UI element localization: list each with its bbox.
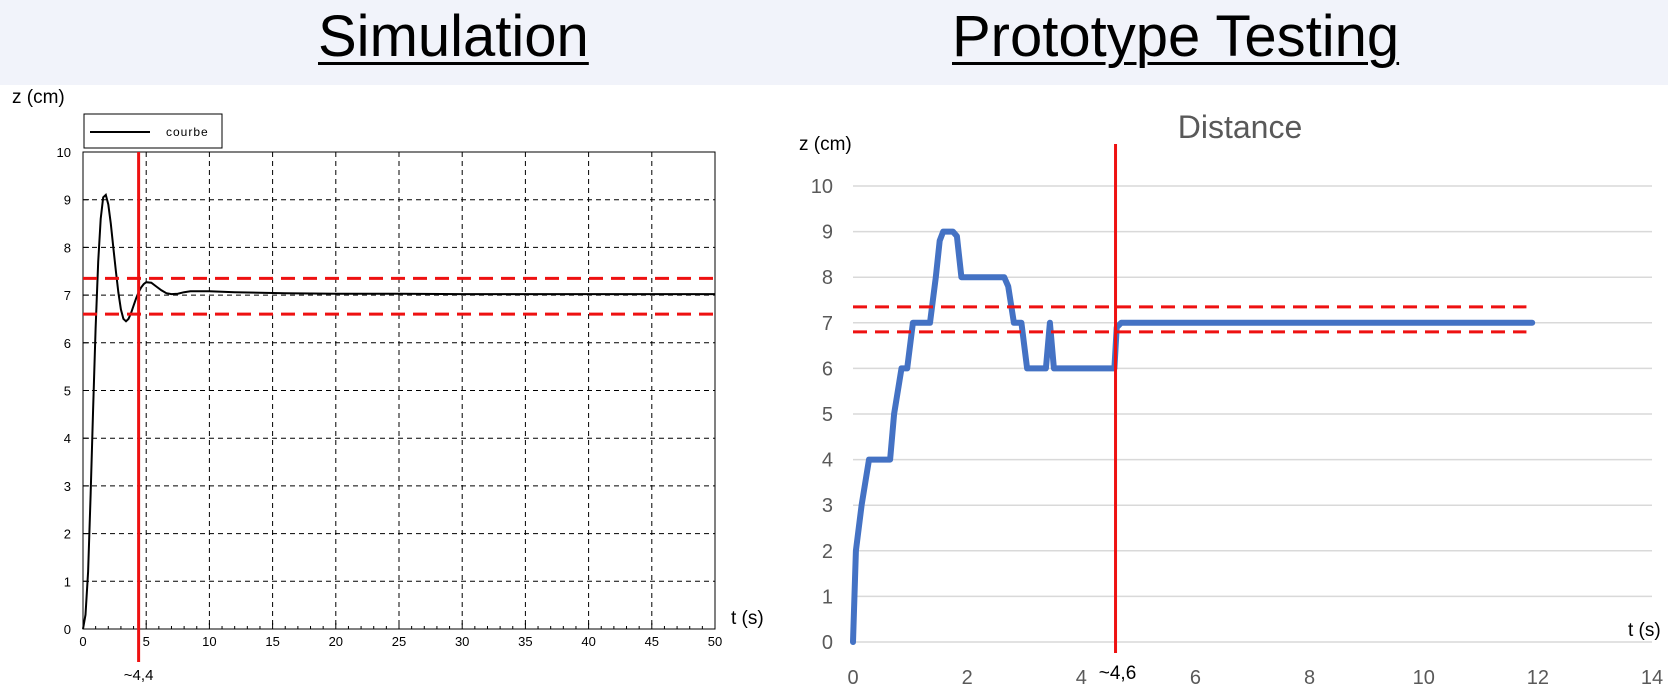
y-tick-label: 7 [64,288,71,303]
settling-time-label: ~4,4 [124,667,154,684]
y-tick-label: 8 [64,240,71,255]
y-tick-label: 0 [822,632,833,654]
x-tick-label: 5 [143,634,150,649]
y-tick-label: 6 [64,336,71,351]
prototype-testing-heading: Prototype Testing [952,4,1400,69]
y-tick-label: 10 [57,145,71,160]
y-tick-label: 1 [64,574,71,589]
y-tick-label: 6 [822,358,833,380]
x-tick-label: 10 [1413,667,1435,689]
settling-time-label: ~4,6 [1099,663,1137,684]
series-line-distance [850,228,1536,645]
x-tick-label: 20 [329,634,343,649]
y-tick-label: 9 [64,193,71,208]
y-tick-label: 5 [64,384,71,399]
y-tick-label: 5 [822,404,833,426]
simulation-grid [83,152,715,629]
x-tick-label: 40 [581,634,595,649]
x-tick-label: 8 [1304,667,1315,689]
y-tick-label: 1 [822,586,833,608]
prototype-x-axis-label: t (s) [1628,620,1661,641]
x-tick-label: 0 [847,667,858,689]
x-tick-label: 15 [265,634,279,649]
simulation-heading: Simulation [318,4,589,69]
prototype-grid [853,185,1652,643]
simulation-y-axis-label: z (cm) [12,87,65,108]
y-tick-label: 2 [64,527,71,542]
title-banner [0,0,1668,85]
x-tick-label: 12 [1527,667,1549,689]
x-tick-label: 10 [202,634,216,649]
y-tick-label: 7 [822,313,833,335]
y-tick-label: 10 [811,176,833,198]
y-tick-label: 0 [64,622,71,637]
simulation-legend: courbe [83,113,223,149]
x-tick-label: 45 [645,634,659,649]
x-tick-label: 35 [518,634,532,649]
legend-entry-courbe: courbe [166,125,209,139]
x-tick-label: 50 [708,634,722,649]
y-tick-label: 2 [822,541,833,563]
y-tick-label: 4 [822,450,833,472]
x-tick-label: 30 [455,634,469,649]
x-tick-label: 0 [79,634,86,649]
y-tick-label: 9 [822,222,833,244]
x-tick-label: 6 [1190,667,1201,689]
x-tick-label: 25 [392,634,406,649]
y-tick-label: 3 [822,495,833,517]
prototype-chart-title: Distance [1178,109,1303,145]
y-tick-label: 4 [64,431,71,446]
simulation-x-axis-label: t (s) [731,608,764,629]
x-tick-label: 4 [1076,667,1087,689]
y-tick-label: 3 [64,479,71,494]
y-tick-label: 8 [822,267,833,289]
x-tick-label: 14 [1641,667,1663,689]
prototype-y-axis-label: z (cm) [799,134,852,155]
x-tick-label: 2 [962,667,973,689]
